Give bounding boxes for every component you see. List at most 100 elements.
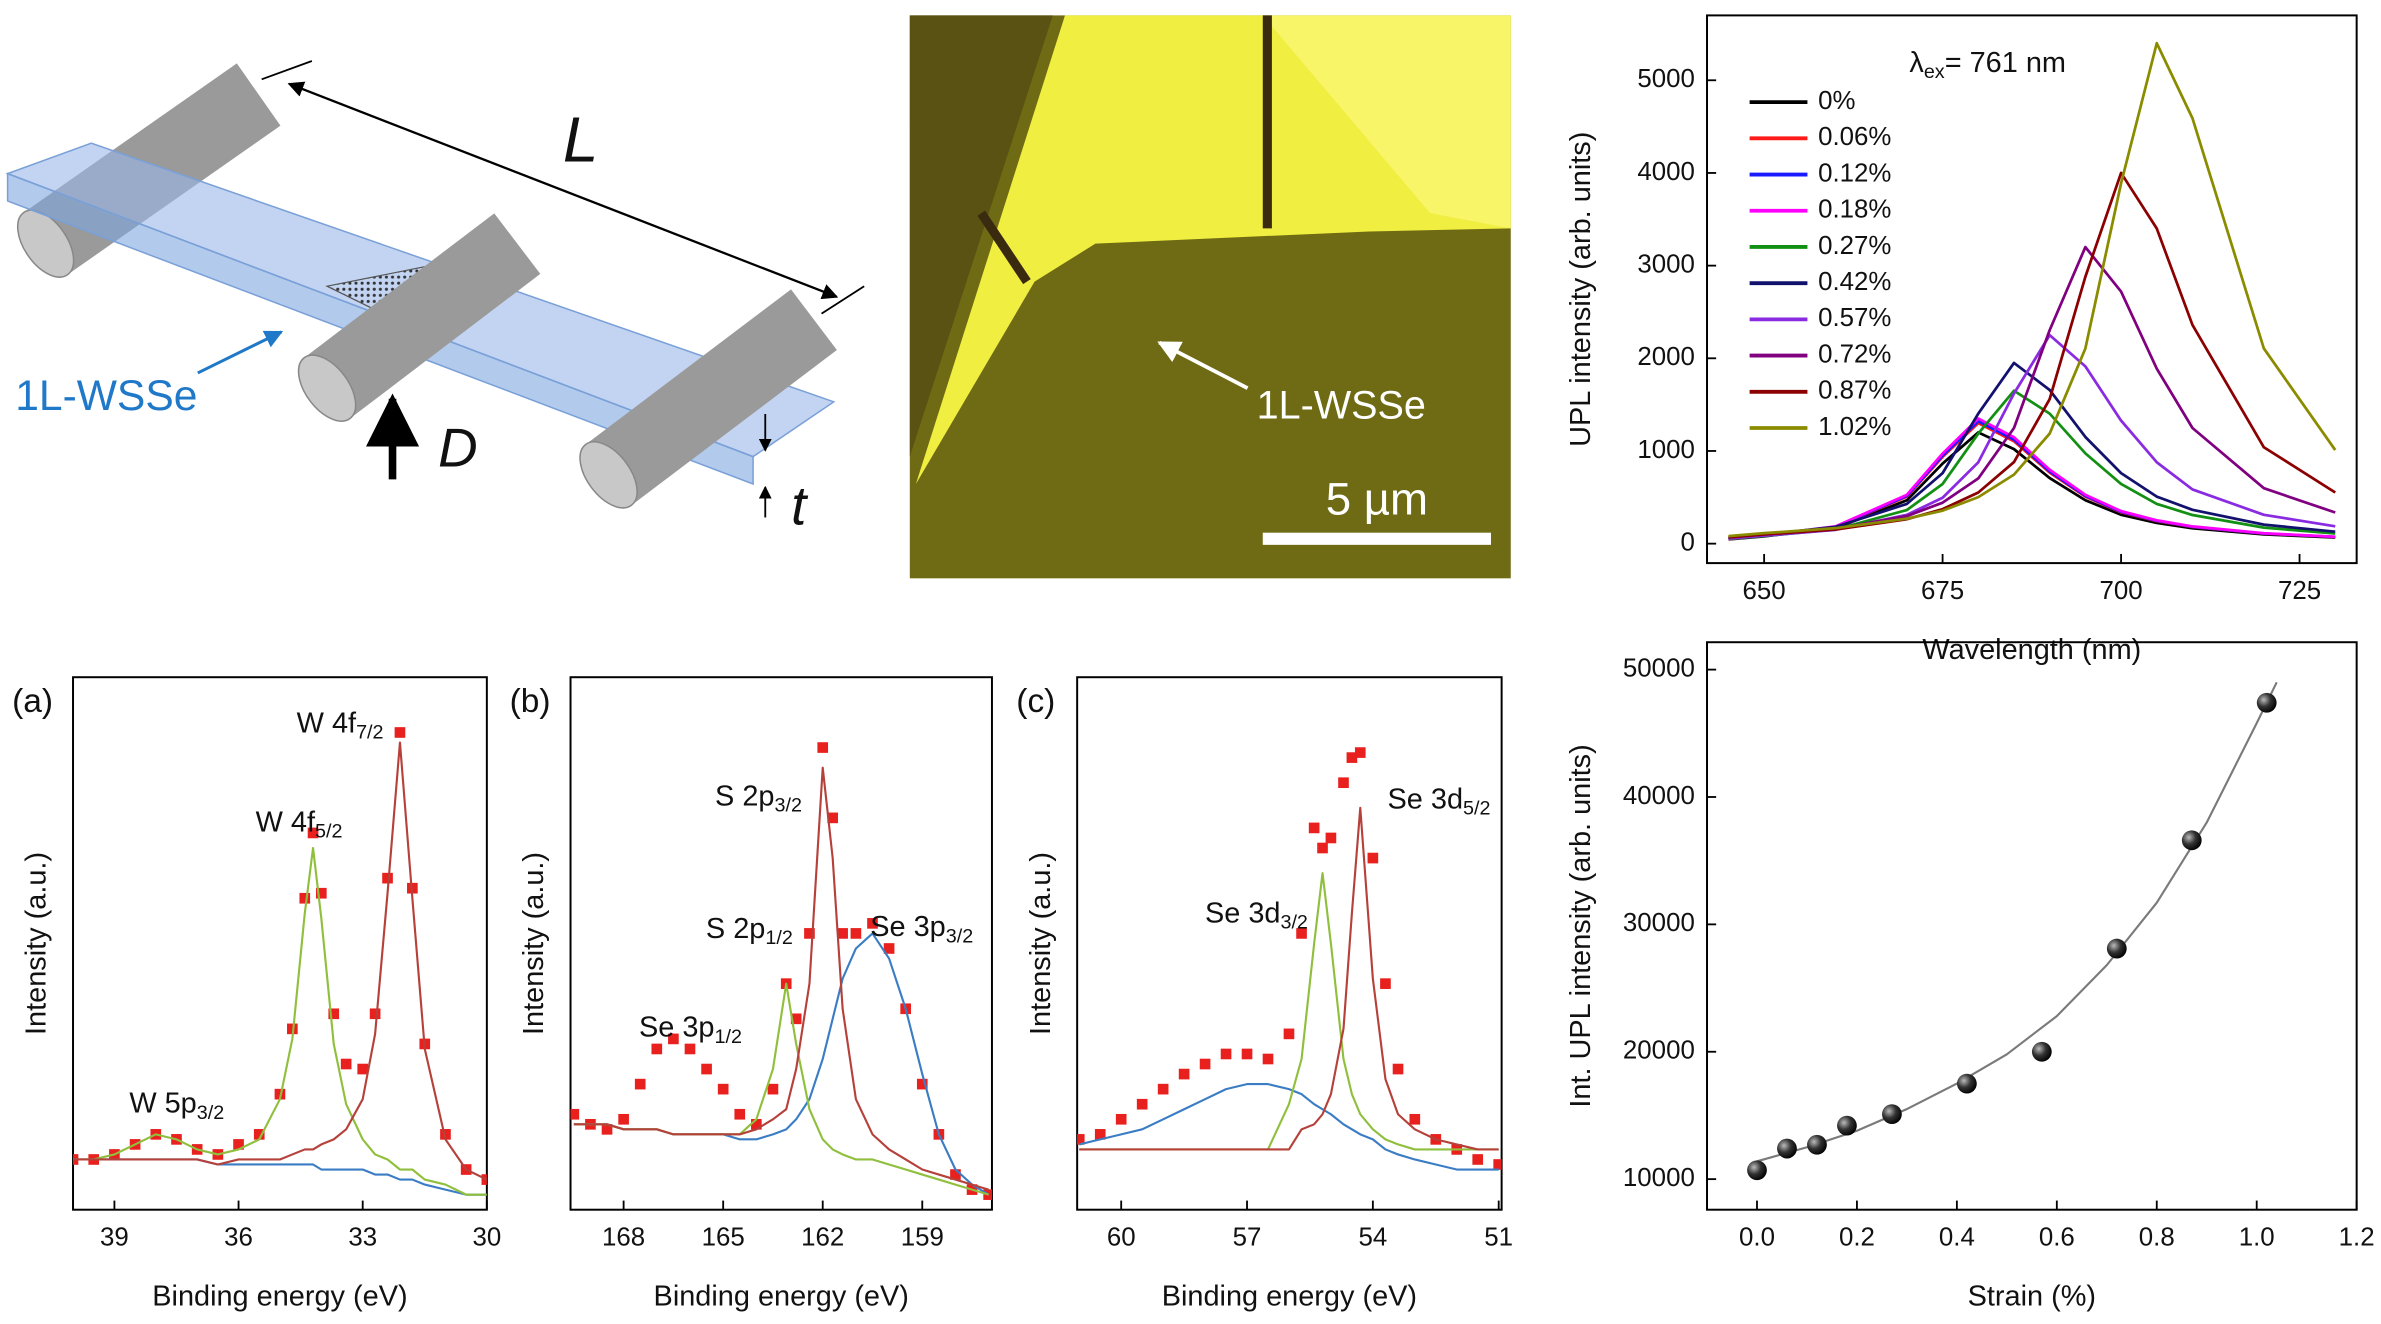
data-point [790,1013,802,1025]
annotation-subscript: 5/2 [1463,798,1490,820]
data-point [751,1118,762,1130]
data-point [253,1129,265,1140]
data-point [1241,1048,1253,1060]
data-point [1392,1063,1404,1075]
x-tick-label: 39 [100,1223,129,1251]
series-line [573,932,990,1196]
data-point [1380,978,1391,989]
annotation-subscript: 3/2 [774,795,801,817]
data-point [1747,1160,1767,1181]
data-point [883,943,895,954]
deflection-label: D [438,417,478,479]
data-point [1354,747,1366,758]
annotation-subscript: 5/2 [315,821,342,843]
data-point [233,1139,244,1150]
x-axis-label: Binding energy (eV) [654,1281,909,1313]
x-tick-label: 0.2 [1839,1223,1875,1251]
annotation: Se 3d3/2 [1205,897,1308,934]
pointer-arrow [197,330,284,375]
y-axis-label: Intensity (a.u.) [21,852,53,1035]
cylinder-end [16,209,75,278]
annotation-text: S 2p [715,780,774,812]
cylinder-end [579,441,638,509]
data-point [369,1008,381,1020]
chart: 60 57 54 51 Binding energy (eV) Intensity (a.… [1016,676,1513,1313]
x-axis-label: Wavelength (nm) [1922,634,2141,666]
y-tick-label: 50000 [1623,654,1695,682]
data-point [1296,928,1307,939]
legend-label: 0.18% [1818,196,1891,224]
x-tick-label: 1.0 [2239,1223,2275,1251]
legend-label: 0.12% [1818,159,1891,187]
x-tick-label: 1.2 [2339,1223,2375,1251]
data-point [1409,1113,1421,1125]
x-tick-label: 36 [224,1223,253,1251]
plot-frame [1706,641,2358,1211]
x-tick-label: 57 [1233,1223,1262,1251]
annotation-text: S 2p [706,912,765,944]
panel-label: (c) [1016,683,1055,720]
data-point [1346,752,1358,763]
plot-frame [72,676,488,1211]
x-tick-label: 675 [1921,577,1964,605]
thickness-label: t [791,474,809,536]
data-point [1262,1053,1274,1065]
data-point [1178,1068,1190,1080]
x-tick-label: 0.0 [1739,1223,1775,1251]
annotation-text: W 4f [297,707,357,739]
data-point [440,1129,451,1140]
data-point [804,928,815,939]
series-line [73,741,487,1181]
data-point [1367,852,1379,864]
data-point [684,1043,696,1055]
support-cylinder [585,289,837,506]
x-tick-label: 0.4 [1939,1223,1975,1251]
data-point [2031,1041,2052,1062]
data-point [850,928,862,939]
y-axis-label: Intensity (a.u.) [518,852,550,1035]
y-tick-label: 3000 [1637,250,1695,278]
data-point [2106,938,2127,959]
x-tick-label: 51 [1484,1223,1513,1251]
data-point [1283,1028,1295,1040]
x-tick-label: 162 [801,1223,844,1251]
annotation-subscript: 3/2 [946,926,973,948]
series-line [1079,806,1499,1151]
crack [977,210,1031,285]
plot-area [570,742,992,1200]
y-tick-label: 10000 [1623,1164,1695,1192]
data-point [328,1008,340,1020]
annotation-text: W 5p [129,1087,196,1119]
chart: 39 36 33 30 Binding energy (eV) Intensity (a.… [12,676,501,1313]
chart: 650 675 700 725 0 1000 2000 3000 4000 5000 Wavelen… [1565,14,2358,666]
data-point [734,1108,746,1120]
data-point [481,1174,487,1185]
annotation-text: Se 3d [1388,783,1464,815]
data-point [837,928,848,939]
annotation: S 2p1/2 [706,912,793,949]
annotation-text: Se 3p [639,1011,715,1043]
data-point [1220,1048,1232,1060]
series-line [1756,681,2278,1163]
x-tick-label: 0.6 [2039,1223,2075,1251]
annotation: W 4f7/2 [297,707,384,744]
legend-label: 0.57% [1818,304,1891,332]
data-point [2256,692,2277,713]
data-point [1199,1058,1211,1070]
annotation-text: Se 3p [870,911,946,943]
y-axis-label: Intensity (a.u.) [1025,852,1057,1035]
length-label: L [563,104,599,176]
data-point [1777,1138,1797,1159]
annotation-text: = 761 nm [1945,47,2066,79]
data-point [817,742,829,753]
legend-label: 0.06% [1818,123,1891,151]
x-tick-label: 60 [1107,1223,1136,1251]
material-label: 1L-WSSe [15,372,197,420]
annotation: Se 3p1/2 [639,1011,742,1048]
y-tick-label: 20000 [1623,1037,1695,1065]
annotation-subscript: 1/2 [765,927,792,949]
data-point [2181,830,2202,851]
plot-area [73,727,487,1196]
data-point [357,1063,369,1075]
